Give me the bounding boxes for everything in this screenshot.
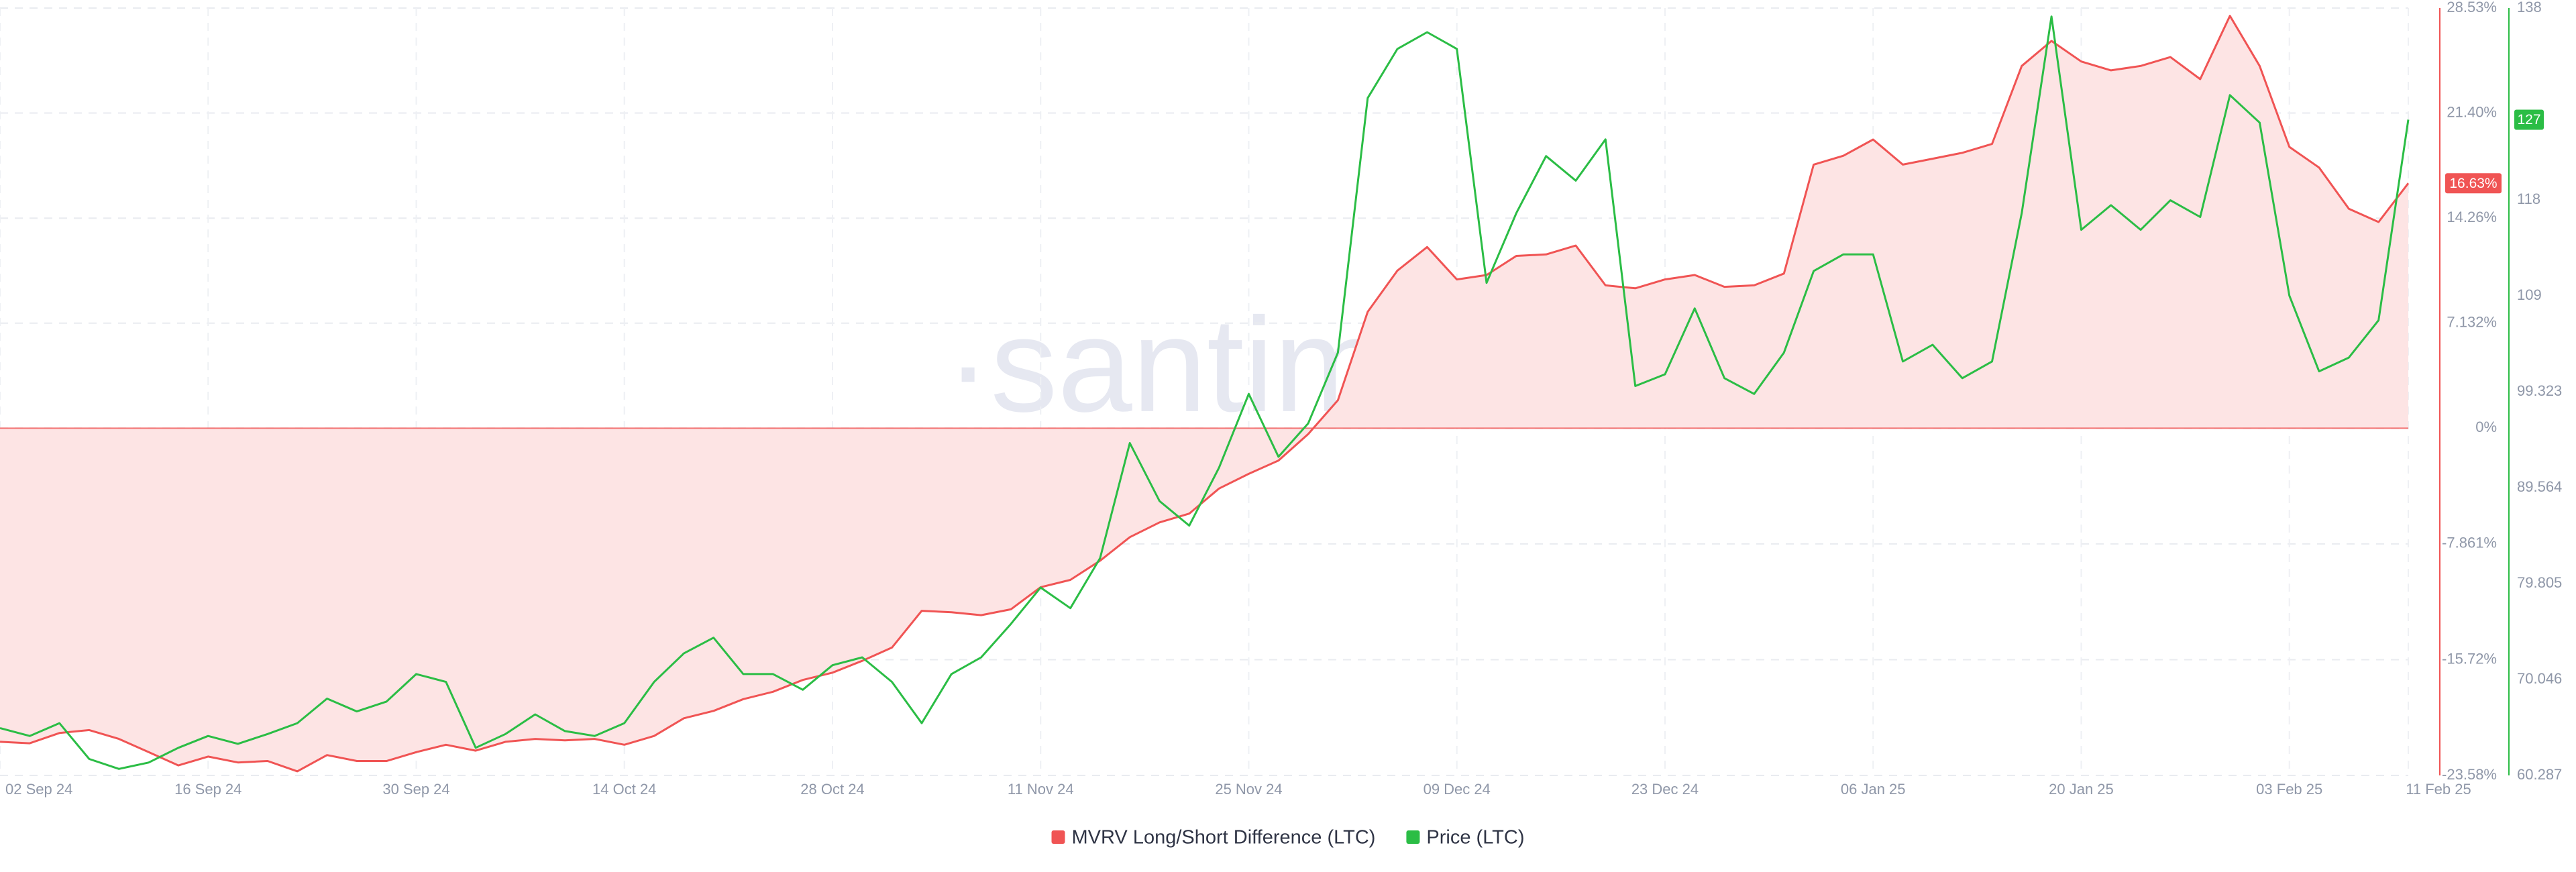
x-tick-label: 14 Oct 24 <box>592 781 656 798</box>
line <box>0 15 2410 773</box>
y-tick-label: 21.40% <box>2447 103 2497 120</box>
y-tick-label: 14.26% <box>2447 209 2497 225</box>
x-tick-label: 16 Sep 24 <box>174 781 241 798</box>
x-tick-label: 09 Dec 24 <box>1424 781 1491 798</box>
value-badge <box>2514 109 2544 130</box>
value-badge-label: 16.63% <box>2449 176 2497 191</box>
y2-tick-label: 60.287 <box>2517 766 2562 783</box>
x-tick-label: 20 Jan 25 <box>2049 781 2114 798</box>
y2-tick-label: 79.805 <box>2517 574 2562 591</box>
y2-tick-label: 99.323 <box>2517 382 2562 399</box>
x-tick-label: 02 Sep 24 <box>5 781 72 798</box>
y-tick-label: 7.132% <box>2447 314 2497 331</box>
area <box>0 15 2408 771</box>
y-tick-label: -15.72% <box>2442 650 2497 667</box>
x-tick-label: 23 Dec 24 <box>1631 781 1699 798</box>
y-tick-label: 28.53% <box>2447 0 2497 15</box>
line <box>0 15 2410 770</box>
y2-tick-label: 118 <box>2517 190 2540 207</box>
x-tick-label: 28 Oct 24 <box>800 781 864 798</box>
y-tick-label: -23.58% <box>2442 766 2497 783</box>
y2-tick-label: 89.564 <box>2517 478 2562 495</box>
x-tick-label: 11 Nov 24 <box>1008 781 1074 798</box>
value-badge-label: 127 <box>2517 112 2540 127</box>
value-badge <box>2445 173 2502 194</box>
y-tick-label: 0% <box>2475 419 2497 435</box>
legend-swatch <box>1051 830 1065 844</box>
x-tick-label: 03 Feb 25 <box>2256 781 2322 798</box>
x-tick-label: 25 Nov 24 <box>1215 781 1282 798</box>
legend: MVRV Long/Short Difference (LTC) Price (L… <box>1051 827 1525 849</box>
y-tick-label: -7.861% <box>2442 535 2497 551</box>
y2-tick-label: 109 <box>2517 286 2542 303</box>
legend-label: Price (LTC) <box>1426 827 1524 849</box>
y2-tick-label: 70.046 <box>2517 670 2562 687</box>
y2-tick-label: 138 <box>2517 0 2542 15</box>
x-tick-label: 06 Jan 25 <box>1841 781 1906 798</box>
legend-label: MVRV Long/Short Difference (LTC) <box>1072 827 1376 849</box>
x-tick-label: 11 Feb 25 <box>2406 781 2471 798</box>
legend-swatch <box>1406 830 1420 844</box>
x-tick-label: 30 Sep 24 <box>382 781 449 798</box>
